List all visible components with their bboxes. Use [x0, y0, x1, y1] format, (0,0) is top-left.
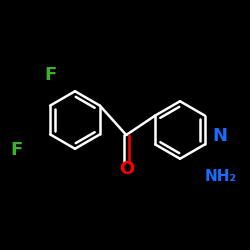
- Text: N: N: [212, 127, 228, 145]
- Text: F: F: [10, 141, 22, 159]
- Text: NH₂: NH₂: [205, 169, 237, 184]
- Text: F: F: [44, 66, 56, 84]
- Text: O: O: [119, 160, 134, 178]
